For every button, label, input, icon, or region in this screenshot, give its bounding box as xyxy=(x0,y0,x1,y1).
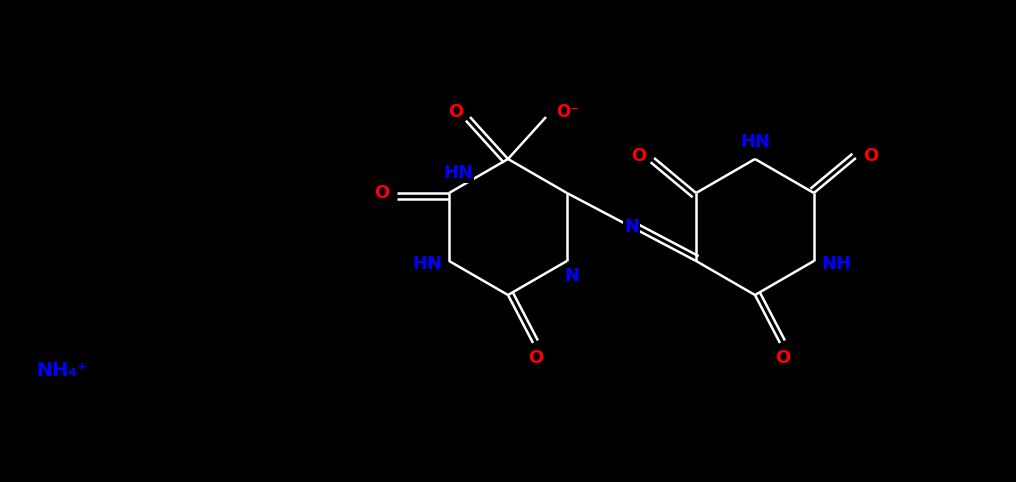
Text: O: O xyxy=(448,103,463,121)
Text: NH₄⁺: NH₄⁺ xyxy=(37,361,87,379)
Text: HN: HN xyxy=(412,255,442,273)
Text: O⁻: O⁻ xyxy=(557,103,579,121)
Text: O: O xyxy=(375,184,390,202)
Text: N: N xyxy=(565,267,579,285)
Text: N: N xyxy=(624,218,639,236)
Text: HN: HN xyxy=(740,133,770,151)
Text: O: O xyxy=(864,147,879,165)
Text: NH: NH xyxy=(821,255,850,273)
Text: O: O xyxy=(775,349,790,367)
Text: HN: HN xyxy=(740,133,770,151)
Text: HN: HN xyxy=(444,164,473,182)
Text: O: O xyxy=(528,349,544,367)
Text: O: O xyxy=(632,147,647,165)
